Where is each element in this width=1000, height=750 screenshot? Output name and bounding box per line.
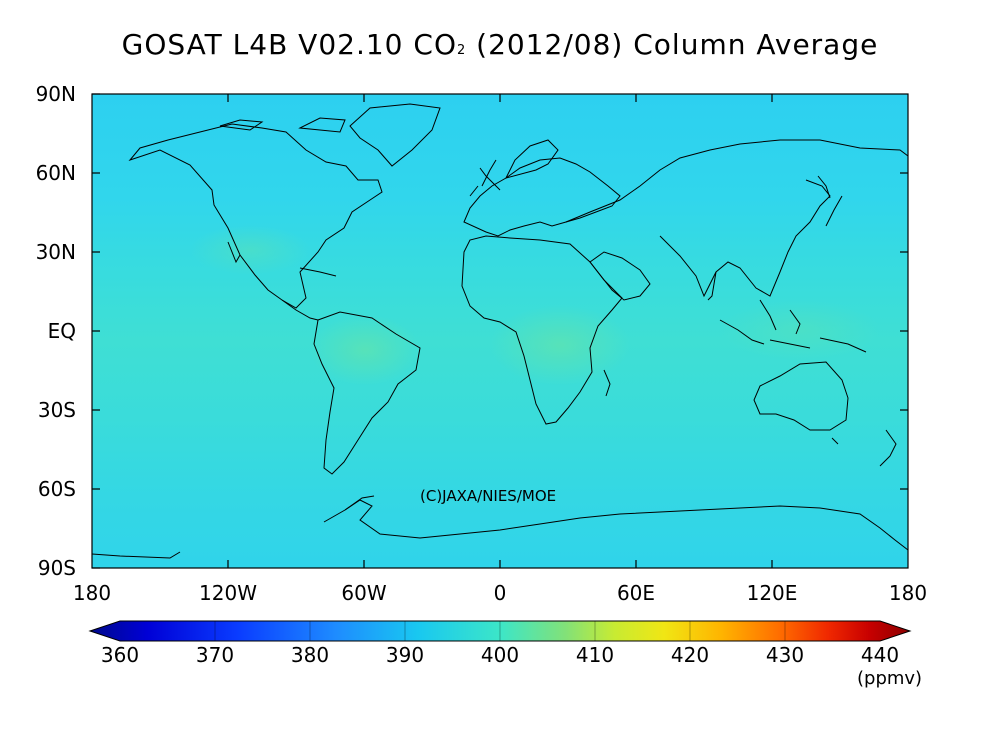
colorbar-label-440: 440 [860,643,900,667]
colorbar-ticks [214,621,786,641]
colorbar-label-360: 360 [100,643,140,667]
colorbar-label-430: 430 [765,643,805,667]
co2-field-hotspots [190,225,880,385]
lat-label-eq: EQ [47,319,76,343]
colorbar-label-370: 370 [195,643,235,667]
lon-label-120w: 120W [199,581,257,605]
colorbar-label-400: 400 [480,643,520,667]
colorbar-label-380: 380 [290,643,330,667]
lon-label-180e: 180 [888,581,928,605]
lon-label-60e: 60E [616,581,656,605]
axis-ticks [92,93,908,569]
colorbar-units: (ppmv) [857,668,923,689]
coastlines [92,103,908,559]
colorbar-label-390: 390 [385,643,425,667]
lat-label-30s: 30S [37,398,76,422]
lat-label-60n: 60N [35,161,76,185]
lon-label-0: 0 [493,581,507,605]
lon-label-180w: 180 [72,581,112,605]
colorbar-label-420: 420 [670,643,710,667]
lat-label-60s: 60S [37,477,76,501]
colorbar-label-410: 410 [575,643,615,667]
lat-label-90n: 90N [35,82,76,106]
lon-label-120e: 120E [746,581,798,605]
copyright-notice: (C)JAXA/NIES/MOE [420,487,557,505]
chart-title: GOSAT L4B V02.10 CO2 (2012/08) Column Av… [121,28,879,61]
lon-label-60w: 60W [341,581,387,605]
lat-label-90s: 90S [37,556,76,580]
lat-label-30n: 30N [35,240,76,264]
